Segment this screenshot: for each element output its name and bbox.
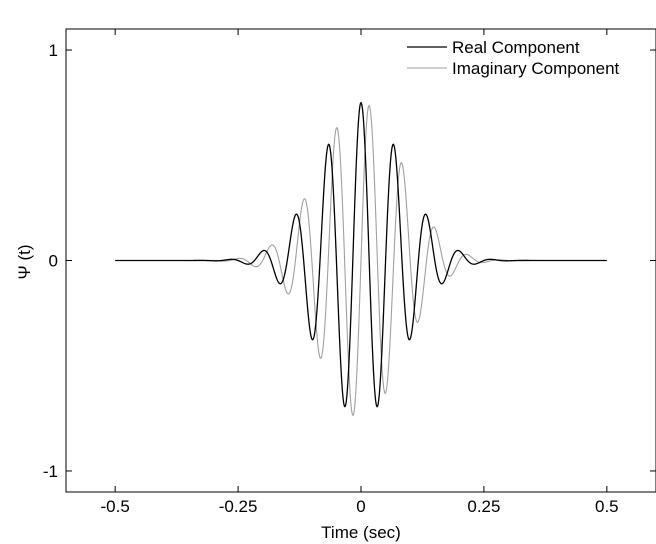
x-tick-label: -0.5 xyxy=(101,497,130,516)
y-tick-label: 1 xyxy=(49,41,58,60)
x-tick-label: 0.5 xyxy=(595,497,619,516)
y-tick-label: -1 xyxy=(43,462,58,481)
x-tick-label: 0.25 xyxy=(467,497,500,516)
x-tick-label: -0.25 xyxy=(219,497,258,516)
x-axis-title: Time (sec) xyxy=(321,523,401,542)
series-layer xyxy=(115,101,607,417)
y-axis-title: Ψ (t) xyxy=(15,245,34,280)
x-tick-label: 0 xyxy=(356,497,365,516)
y-tick-labels: -1 0 1 xyxy=(43,41,58,481)
series-line-real xyxy=(115,101,607,408)
legend: Real Component Imaginary Component xyxy=(407,38,620,78)
x-tick-labels: -0.5 -0.25 0 0.25 0.5 xyxy=(101,497,619,516)
legend-label: Real Component xyxy=(452,38,580,57)
y-tick-label: 0 xyxy=(49,252,58,271)
tick-marks xyxy=(66,29,656,492)
legend-label: Imaginary Component xyxy=(452,59,620,78)
